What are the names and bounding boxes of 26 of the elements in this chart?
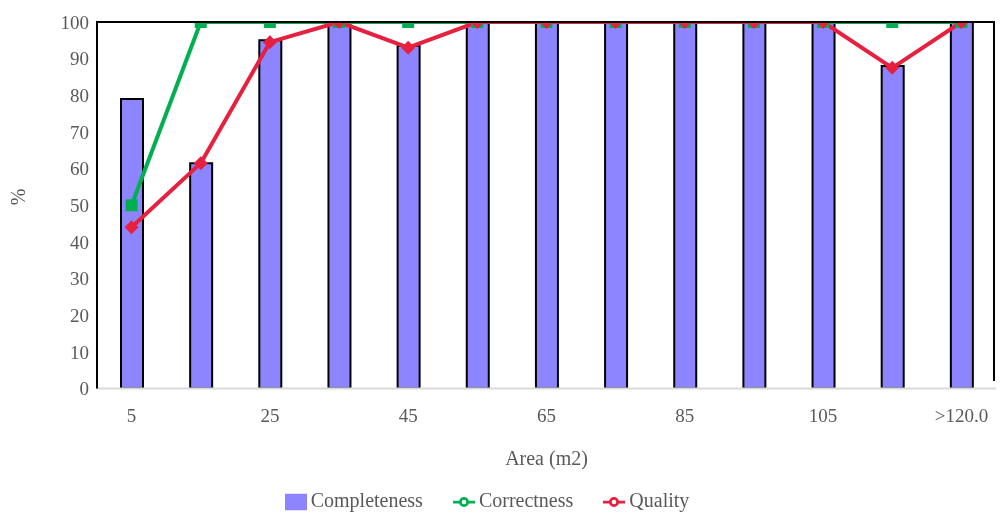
- point: [124, 220, 139, 235]
- y-tick-label: 0: [79, 378, 89, 400]
- y-tick-label: 20: [70, 305, 89, 327]
- x-tick-label: 65: [537, 405, 556, 427]
- y-tick-label: 30: [70, 268, 89, 290]
- legend-label: Correctness: [478, 488, 574, 511]
- y-tick-label: 10: [70, 341, 89, 363]
- x-tick-label: 45: [398, 405, 418, 427]
- y-tick-label: 50: [70, 195, 89, 217]
- x-tick-label: 25: [260, 405, 280, 427]
- x-tick-label: 5: [126, 405, 137, 427]
- point: [125, 199, 138, 212]
- x-axis-title: Area (m2): [505, 446, 588, 470]
- y-axis-title: %: [7, 188, 30, 206]
- x-tick-label: 85: [675, 405, 695, 427]
- legend-label: Quality: [629, 488, 690, 511]
- y-tick-label: 100: [60, 11, 89, 33]
- x-tick-label: 105: [808, 405, 838, 427]
- point: [193, 156, 208, 171]
- y-tick-label: 60: [70, 158, 89, 180]
- legend-label: Completeness: [310, 488, 423, 511]
- x-tick-label: >120.0: [934, 405, 989, 427]
- y-tick-label: 80: [70, 85, 89, 107]
- y-tick-label: 90: [70, 48, 89, 70]
- y-tick-label: 40: [70, 231, 89, 253]
- y-tick-label: 70: [70, 121, 89, 143]
